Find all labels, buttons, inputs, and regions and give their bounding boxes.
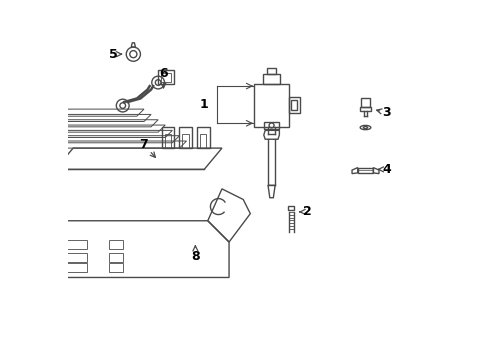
Bar bbox=[162, 127, 174, 148]
Text: 1: 1 bbox=[200, 98, 209, 111]
Bar bbox=[182, 134, 189, 148]
Text: 2: 2 bbox=[300, 206, 312, 219]
Text: 5: 5 bbox=[109, 48, 122, 61]
Bar bbox=[263, 74, 280, 84]
Bar bbox=[288, 206, 294, 210]
Bar bbox=[66, 240, 87, 249]
Bar bbox=[289, 97, 300, 113]
Bar bbox=[264, 122, 279, 129]
Text: 8: 8 bbox=[191, 246, 200, 263]
Bar bbox=[165, 134, 171, 148]
Bar bbox=[161, 73, 171, 82]
Bar bbox=[109, 253, 122, 261]
Text: 3: 3 bbox=[377, 106, 391, 119]
Bar bbox=[179, 127, 192, 148]
Text: 6: 6 bbox=[159, 67, 168, 88]
Bar bbox=[291, 100, 297, 110]
Text: 7: 7 bbox=[140, 138, 155, 157]
Bar bbox=[361, 99, 370, 107]
Bar bbox=[109, 240, 122, 249]
Bar bbox=[268, 68, 276, 74]
Bar bbox=[254, 84, 289, 127]
Bar bbox=[200, 134, 206, 148]
Text: 4: 4 bbox=[379, 163, 391, 176]
Bar bbox=[197, 127, 210, 148]
Bar bbox=[360, 107, 371, 111]
Bar bbox=[158, 70, 174, 84]
Bar bbox=[109, 263, 122, 272]
Bar bbox=[66, 253, 87, 261]
Bar bbox=[66, 263, 87, 272]
